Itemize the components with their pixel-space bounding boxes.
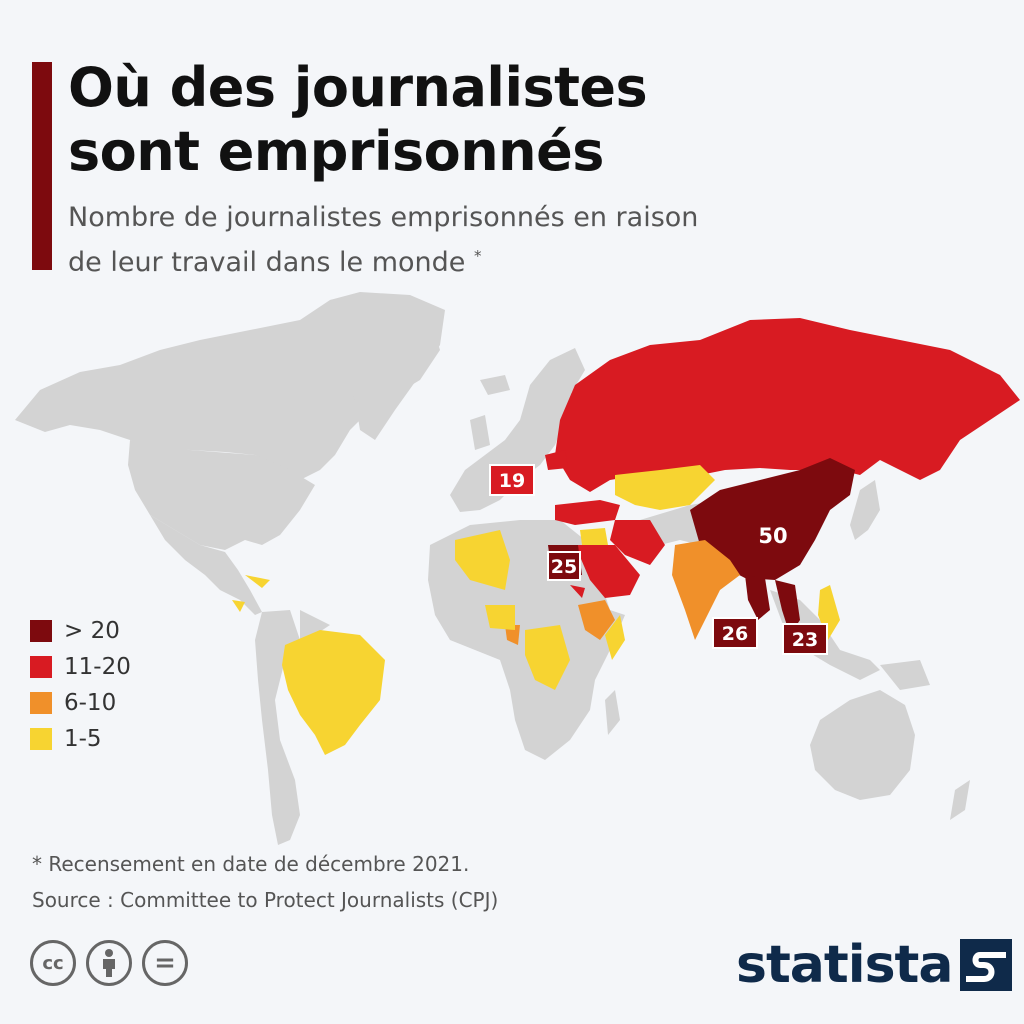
page-subtitle: Nombre de journalistes emprisonnés en ra… [68, 198, 698, 282]
label-box-egypt [547, 551, 581, 581]
india [672, 540, 740, 640]
legend-label-11-20: 11-20 [64, 654, 131, 680]
nigeria-region [485, 605, 515, 630]
statista-wordmark: statista [736, 935, 953, 995]
new-zealand [950, 780, 970, 820]
cuba [245, 575, 270, 588]
drc [525, 625, 570, 690]
countries-6-10 [505, 540, 740, 645]
legend-item-6-10: 6-10 [30, 685, 131, 721]
south-america [255, 610, 300, 845]
nicaragua [232, 600, 245, 612]
statista-mark-icon [960, 939, 1013, 991]
person-icon [103, 949, 115, 977]
madagascar [605, 690, 620, 735]
title-line-2: sont emprisonnés [68, 120, 604, 183]
vietnam [775, 580, 800, 635]
iran [610, 520, 665, 565]
footnote-note: * Recensement en date de décembre 2021. [32, 852, 470, 876]
syria-region [580, 528, 608, 545]
legend-swatch-6-10 [30, 692, 52, 714]
title-accent-bar [32, 62, 52, 270]
north-america-north [15, 295, 440, 480]
legend-item-1-5: 1-5 [30, 721, 131, 757]
label-egypt: 25 [551, 556, 577, 578]
legend-item-11-20: 11-20 [30, 649, 131, 685]
australia [810, 690, 915, 800]
label-belarus: 19 [499, 470, 525, 492]
kazakhstan [615, 465, 715, 510]
algeria [455, 530, 510, 590]
countries-11-20 [545, 318, 1020, 598]
cc-icon[interactable]: cc [30, 940, 76, 986]
label-box-myanmar [712, 617, 758, 649]
scandinavia [520, 348, 585, 420]
uk [470, 415, 490, 450]
footnote-source: Source : Committee to Protect Journalist… [32, 888, 499, 912]
label-myanmar: 26 [722, 623, 748, 645]
label-box-vietnam [782, 623, 828, 655]
no-derivatives-icon[interactable]: = [142, 940, 188, 986]
label-vietnam: 23 [792, 629, 818, 651]
turkey [555, 500, 620, 525]
license-icons: cc = [30, 940, 198, 986]
subtitle-asterisk: * [474, 247, 482, 265]
cameroon [505, 625, 520, 645]
legend-label-1-5: 1-5 [64, 726, 102, 752]
label-china: 50 [758, 524, 787, 548]
brazil [282, 630, 385, 755]
myanmar [745, 575, 770, 620]
europe [450, 385, 575, 512]
china [690, 458, 855, 580]
world-map: 19 25 50 26 23 [15, 292, 1020, 845]
subtitle-line-1: Nombre de journalistes emprisonnés en ra… [68, 202, 699, 233]
statista-logo[interactable]: statista [736, 935, 1013, 995]
mexico-central-america [150, 515, 262, 615]
value-labels: 19 25 50 26 23 [489, 464, 828, 655]
russia [555, 318, 1020, 492]
legend-swatch-over-20 [30, 620, 52, 642]
greenland [330, 292, 445, 440]
footnote: * Recensement en date de décembre 2021. … [32, 846, 498, 918]
saudi-arabia [575, 545, 640, 598]
legend-swatch-1-5 [30, 728, 52, 750]
legend-label-6-10: 6-10 [64, 690, 117, 716]
attribution-icon[interactable] [86, 940, 132, 986]
title-line-1: Où des journalistes [68, 56, 648, 119]
subtitle-line-2: de leur travail dans le monde [68, 247, 466, 278]
legend-label-over-20: > 20 [64, 618, 120, 644]
map-legend: > 20 11-20 6-10 1-5 [30, 613, 131, 757]
papua [880, 660, 930, 690]
page-title: Où des journalistes sont emprisonnés [68, 56, 648, 184]
legend-swatch-11-20 [30, 656, 52, 678]
iceland [480, 375, 510, 395]
legend-item-over-20: > 20 [30, 613, 131, 649]
belarus [545, 450, 568, 470]
japan [850, 480, 880, 540]
usa [128, 440, 315, 550]
label-box-belarus [489, 464, 535, 496]
countries-1-5 [232, 465, 840, 755]
ethiopia [578, 600, 615, 640]
somalia-region [605, 615, 625, 660]
eritrea [570, 585, 585, 598]
